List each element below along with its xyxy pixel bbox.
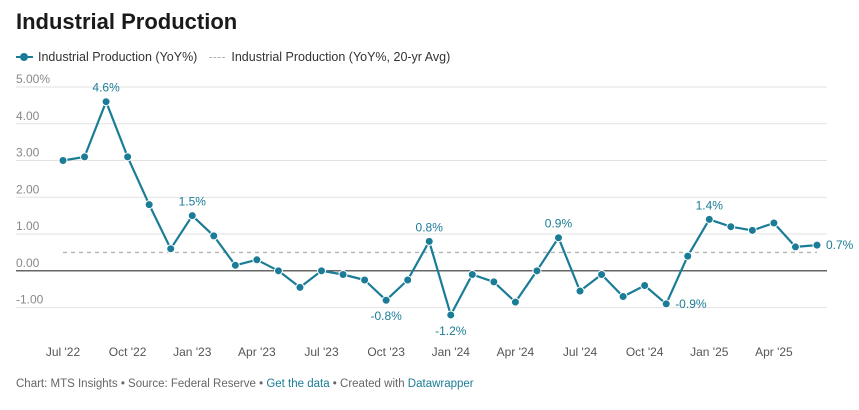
y-tick-label: -1.00 <box>16 293 44 307</box>
data-point <box>553 233 563 243</box>
data-point <box>187 211 197 221</box>
data-point <box>230 260 240 270</box>
data-point <box>58 156 68 166</box>
x-tick-label: Oct '23 <box>367 345 405 359</box>
x-tick-label: Oct '24 <box>626 345 664 359</box>
data-point <box>101 97 111 107</box>
footer-separator: • <box>329 378 341 390</box>
footer-created-with: Created with <box>340 378 405 390</box>
chart-title: Industrial Production <box>16 9 238 34</box>
get-the-data-link[interactable]: Get the data <box>266 378 330 390</box>
data-point <box>209 231 219 241</box>
datawrapper-link[interactable]: Datawrapper <box>407 378 474 390</box>
x-tick-label: Jan '23 <box>173 345 212 359</box>
series-line <box>62 100 818 316</box>
data-point <box>747 225 757 235</box>
chart-legend: Industrial Production (YoY%) Industrial … <box>16 50 462 64</box>
data-point <box>295 282 305 292</box>
x-tick-label: Jan '25 <box>690 345 729 359</box>
legend-line-marker-icon <box>16 53 33 61</box>
data-point <box>532 266 542 276</box>
data-point <box>597 270 607 279</box>
y-tick-label: 3.00 <box>16 146 40 160</box>
data-point <box>489 277 499 287</box>
footer-separator: • <box>117 378 129 390</box>
data-point <box>467 270 477 279</box>
data-point <box>575 286 585 296</box>
legend-item-main: Industrial Production (YoY%) <box>16 50 197 64</box>
y-tick-label: 4.00 <box>16 109 40 123</box>
data-label: 0.8% <box>416 220 444 234</box>
data-point <box>790 242 800 252</box>
legend-label-avg: Industrial Production (YoY%, 20-yr Avg) <box>231 50 451 64</box>
data-point <box>704 214 714 224</box>
data-point <box>640 281 650 291</box>
y-tick-label: 1.00 <box>16 219 40 233</box>
x-tick-label: Jan '24 <box>432 345 471 359</box>
data-point <box>338 270 348 279</box>
data-point <box>403 275 413 285</box>
data-label: 4.6% <box>92 81 120 95</box>
chart-footer: Chart: MTS Insights • Source: Federal Re… <box>16 378 474 390</box>
data-point <box>317 266 327 276</box>
line-chart: 5.00% 4.00 3.00 2.00 1.00 0.00 -1.00 Jul '22 Oct… <box>16 72 854 359</box>
data-point <box>123 152 133 162</box>
data-point <box>80 152 90 162</box>
footer-chart-credit: Chart: MTS Insights <box>16 378 118 390</box>
data-point <box>510 297 520 307</box>
data-point <box>812 240 822 250</box>
y-tick-label: 5.00% <box>16 72 50 86</box>
data-point <box>144 200 154 210</box>
data-label: 1.4% <box>696 198 724 212</box>
data-label: 0.7% <box>826 238 854 252</box>
data-point <box>381 295 391 305</box>
x-tick-label: Oct '22 <box>109 345 147 359</box>
data-point <box>661 299 671 309</box>
x-tick-label: Jul '24 <box>563 345 598 359</box>
data-point <box>618 292 628 302</box>
x-tick-label: Jul '23 <box>304 345 339 359</box>
data-point <box>769 218 779 228</box>
footer-separator: • <box>255 378 267 390</box>
data-point <box>424 236 434 246</box>
y-tick-label: 0.00 <box>16 256 40 270</box>
x-tick-label: Apr '25 <box>755 345 793 359</box>
data-label: -0.8% <box>370 309 402 323</box>
x-tick-label: Apr '23 <box>238 345 276 359</box>
data-label: 0.9% <box>545 217 573 231</box>
data-point <box>726 222 736 232</box>
data-point <box>166 244 176 254</box>
x-tick-label: Jul '22 <box>46 345 81 359</box>
data-point <box>252 255 262 265</box>
y-tick-label: 2.00 <box>16 182 40 196</box>
data-point <box>446 310 456 320</box>
data-label: -0.9% <box>675 297 707 311</box>
legend-dashed-line-icon <box>209 56 226 58</box>
data-label: 1.5% <box>179 195 207 209</box>
legend-label-main: Industrial Production (YoY%) <box>38 50 198 64</box>
data-label: -1.2% <box>435 324 467 338</box>
data-point <box>360 275 370 285</box>
x-tick-label: Apr '24 <box>497 345 535 359</box>
footer-source: Source: Federal Reserve <box>128 378 256 390</box>
data-point <box>683 251 693 261</box>
legend-item-avg: Industrial Production (YoY%, 20-yr Avg) <box>209 50 450 64</box>
data-point <box>273 266 283 276</box>
